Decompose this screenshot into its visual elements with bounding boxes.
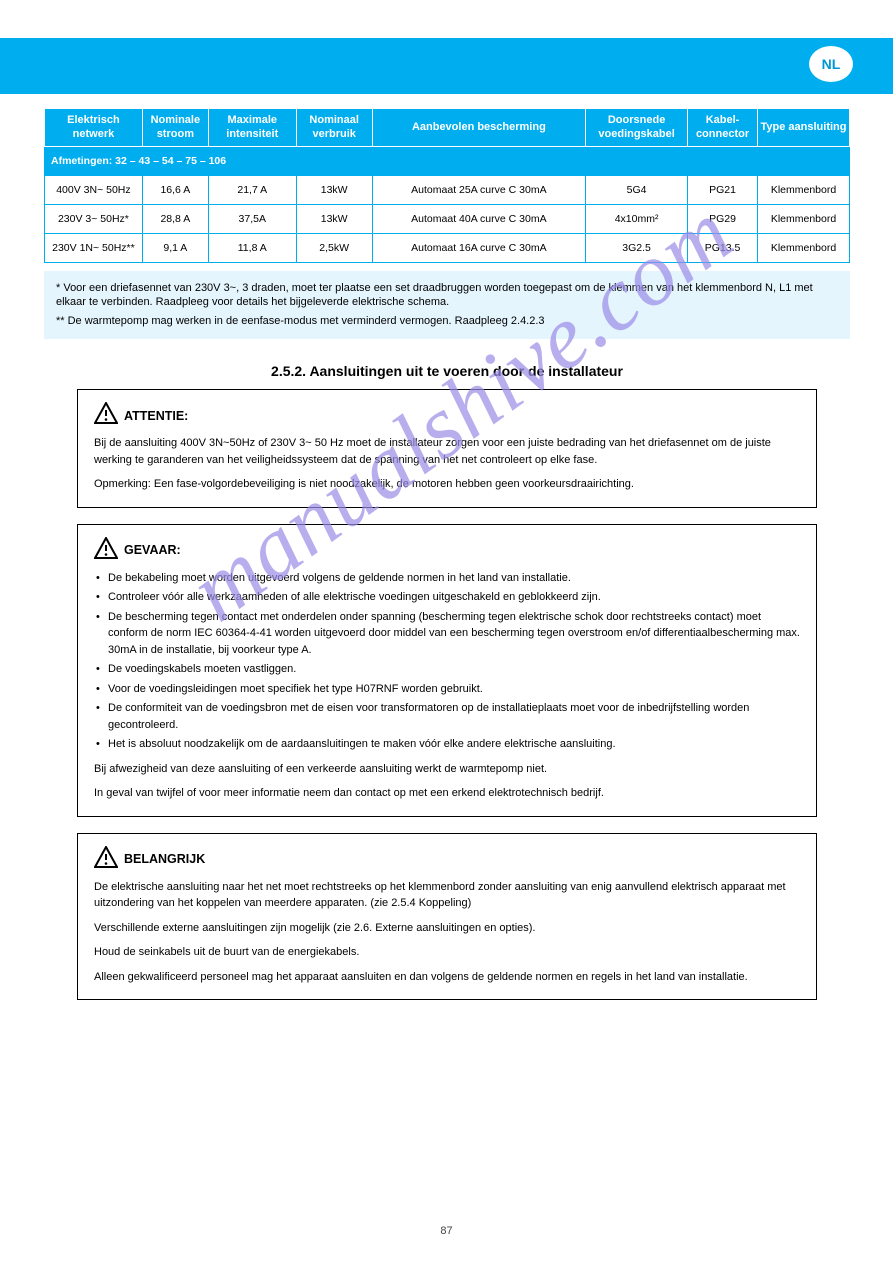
box-body: De elektrische aansluiting naar het net … <box>94 879 800 986</box>
warning-icon <box>94 846 118 873</box>
cell: 400V 3N~ 50Hz <box>45 175 143 204</box>
para: Verschillende externe aansluitingen zijn… <box>94 920 800 937</box>
para: In geval van twijfel of voor meer inform… <box>94 785 800 802</box>
content-area: Elektrisch netwerk Nominale stroom Maxim… <box>44 108 850 1016</box>
box-title: GEVAAR: <box>124 543 181 557</box>
gevaar-box: GEVAAR: De bekabeling moet worden uitgev… <box>77 524 817 817</box>
col-header: Doorsnede voedingskabel <box>586 109 688 147</box>
col-header: Elektrisch netwerk <box>45 109 143 147</box>
table-row: 400V 3N~ 50Hz 16,6 A 21,7 A 13kW Automaa… <box>45 175 850 204</box>
cell: PG13.5 <box>688 233 758 262</box>
belangrijk-box: BELANGRIJK De elektrische aansluiting na… <box>77 833 817 1001</box>
footnote-line: ** De warmtepomp mag werken in de eenfas… <box>56 314 838 329</box>
language-badge: NL <box>809 46 853 82</box>
para: Bij afwezigheid van deze aansluiting of … <box>94 761 800 778</box>
warning-icon <box>94 537 118 564</box>
bullet: De bescherming tegen contact met onderde… <box>94 609 800 659</box>
cell: PG21 <box>688 175 758 204</box>
bullet: De voedingskabels moeten vastliggen. <box>94 661 800 678</box>
footnote-line: * Voor een driefasennet van 230V 3~, 3 d… <box>56 281 838 311</box>
bullet: Voor de voedingsleidingen moet specifiek… <box>94 681 800 698</box>
col-header: Type aansluiting <box>758 109 850 147</box>
cell: 28,8 A <box>142 204 208 233</box>
cell: 37,5A <box>208 204 296 233</box>
bullet: Het is absoluut noodzakelijk om de aarda… <box>94 736 800 753</box>
bullet: De bekabeling moet worden uitgevoerd vol… <box>94 570 800 587</box>
box-body: Bij de aansluiting 400V 3N~50Hz of 230V … <box>94 435 800 493</box>
cell: PG29 <box>688 204 758 233</box>
box-title: BELANGRIJK <box>124 852 205 866</box>
col-header: Nominaal verbruik <box>296 109 372 147</box>
attention-box: ATTENTIE: Bij de aansluiting 400V 3N~50H… <box>77 389 817 508</box>
para: De elektrische aansluiting naar het net … <box>94 879 800 912</box>
table-section-label: Afmetingen: 32 – 43 – 54 – 75 – 106 <box>45 146 850 175</box>
warning-icon <box>94 402 118 429</box>
header-bar: NL <box>0 38 893 94</box>
col-header: Aanbevolen bescherming <box>372 109 586 147</box>
cell: 230V 3~ 50Hz* <box>45 204 143 233</box>
col-header: Maximale intensiteit <box>208 109 296 147</box>
section-heading: 2.5.2. Aansluitingen uit te voeren door … <box>44 363 850 379</box>
table-row: 230V 1N~ 50Hz** 9,1 A 11,8 A 2,5kW Autom… <box>45 233 850 262</box>
cell: 2,5kW <box>296 233 372 262</box>
cell: 3G2.5 <box>586 233 688 262</box>
para: Houd de seinkabels uit de buurt van de e… <box>94 944 800 961</box>
cell: 230V 1N~ 50Hz** <box>45 233 143 262</box>
cell: 21,7 A <box>208 175 296 204</box>
spec-table: Elektrisch netwerk Nominale stroom Maxim… <box>44 108 850 263</box>
footnote-box: * Voor een driefasennet van 230V 3~, 3 d… <box>44 271 850 340</box>
cell: Automaat 16A curve C 30mA <box>372 233 586 262</box>
cell: Klemmenbord <box>758 204 850 233</box>
cell: Automaat 25A curve C 30mA <box>372 175 586 204</box>
cell: 16,6 A <box>142 175 208 204</box>
cell: 9,1 A <box>142 233 208 262</box>
cell: 13kW <box>296 204 372 233</box>
col-header: Nominale stroom <box>142 109 208 147</box>
bullet: De conformiteit van de voedingsbron met … <box>94 700 800 733</box>
cell: Klemmenbord <box>758 233 850 262</box>
cell: 4x10mm² <box>586 204 688 233</box>
para: Bij de aansluiting 400V 3N~50Hz of 230V … <box>94 435 800 468</box>
table-row: 230V 3~ 50Hz* 28,8 A 37,5A 13kW Automaat… <box>45 204 850 233</box>
table-header-row: Elektrisch netwerk Nominale stroom Maxim… <box>45 109 850 147</box>
para: Alleen gekwalificeerd personeel mag het … <box>94 969 800 986</box>
bullet: Controleer vóór alle werkzaamheden of al… <box>94 589 800 606</box>
table-section-row: Afmetingen: 32 – 43 – 54 – 75 – 106 <box>45 146 850 175</box>
cell: 5G4 <box>586 175 688 204</box>
cell: 13kW <box>296 175 372 204</box>
cell: 11,8 A <box>208 233 296 262</box>
page-number: 87 <box>0 1225 893 1237</box>
para: Opmerking: Een fase-volgordebeveiliging … <box>94 476 800 493</box>
cell: Klemmenbord <box>758 175 850 204</box>
box-title: ATTENTIE: <box>124 409 188 423</box>
col-header: Kabel- connector <box>688 109 758 147</box>
cell: Automaat 40A curve C 30mA <box>372 204 586 233</box>
box-body: De bekabeling moet worden uitgevoerd vol… <box>94 570 800 802</box>
